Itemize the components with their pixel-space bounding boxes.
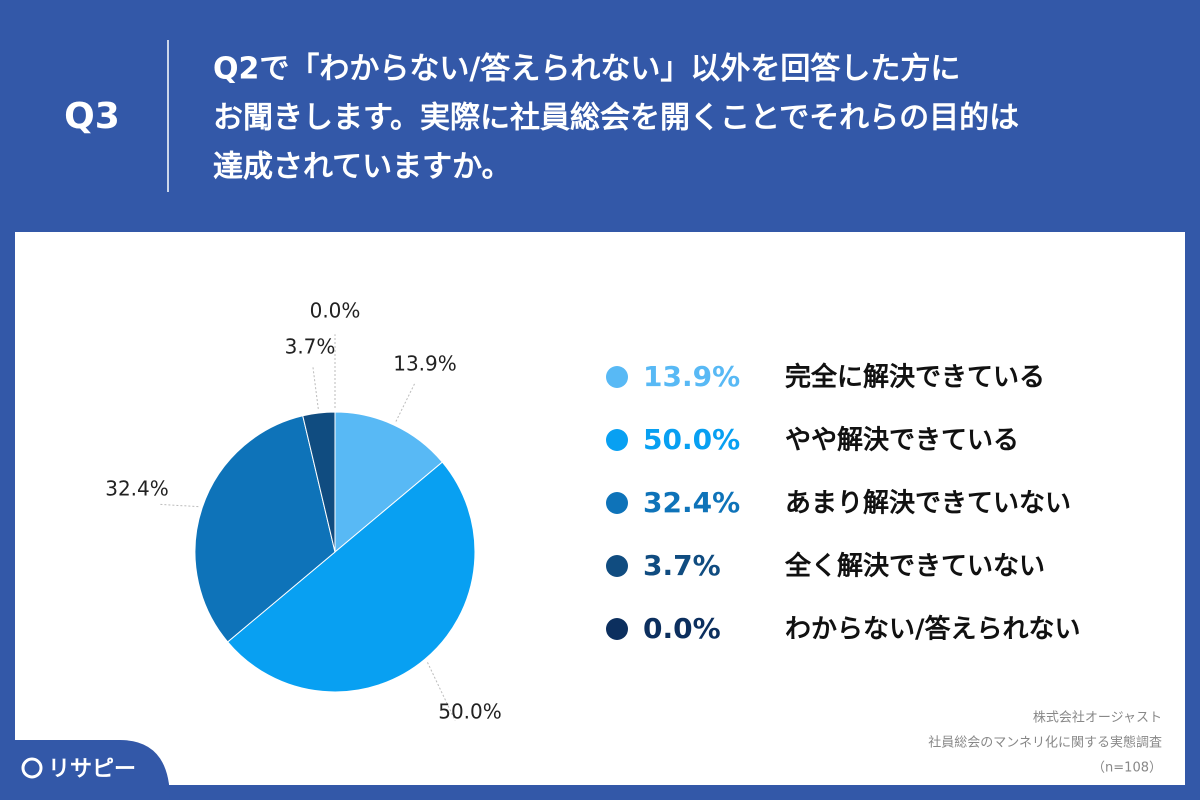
pie-slice [194,415,336,643]
source: 株式会社オージャスト [1033,710,1162,726]
pie-slice [226,461,476,693]
legend-value: 32.4% [643,486,740,519]
legend-marker [606,618,628,640]
legend-marker [606,366,628,388]
question-number: Q3 [64,96,120,137]
title-line: お聞きします。実際に社員総会を開くことでそれらの目的は [213,101,1019,136]
leader-line [395,383,416,422]
data-label: 50.0% [438,700,502,724]
legend-marker [606,555,628,577]
data-label: 32.4% [105,477,169,501]
title-line: Q2で「わからない/答えられない」以外を回答した方に [213,52,960,87]
leader-line [158,503,199,508]
legend-label: あまり解決できていない [785,489,1071,519]
pie-slice [302,411,336,553]
logo-icon [21,757,43,779]
pie-slice [334,411,444,554]
source: 社員総会のマンネリ化に関する実態調査 [928,735,1162,751]
legend-value: 3.7% [643,549,721,582]
data-label: 13.9% [393,352,457,376]
legend-marker [606,492,628,514]
title-line: 達成されていますか。 [213,150,512,185]
data-label: 0.0% [310,299,361,323]
logo-tab [0,740,170,800]
legend-value: 13.9% [643,360,740,393]
legend-label: やや解決できている [785,426,1019,456]
source: （n=108） [1092,761,1162,776]
legend-value: 50.0% [643,423,740,456]
leader-line [312,366,319,410]
legend-marker [606,429,628,451]
data-label: 3.7% [285,335,336,359]
legend-label: わからない/答えられない [785,614,1081,645]
legend-label: 完全に解決できている [785,362,1045,393]
leader-line [427,662,456,721]
legend-value: 0.0% [643,612,721,645]
legend-label: 全く解決できていない [784,551,1045,582]
logo: リサピー [48,757,136,782]
